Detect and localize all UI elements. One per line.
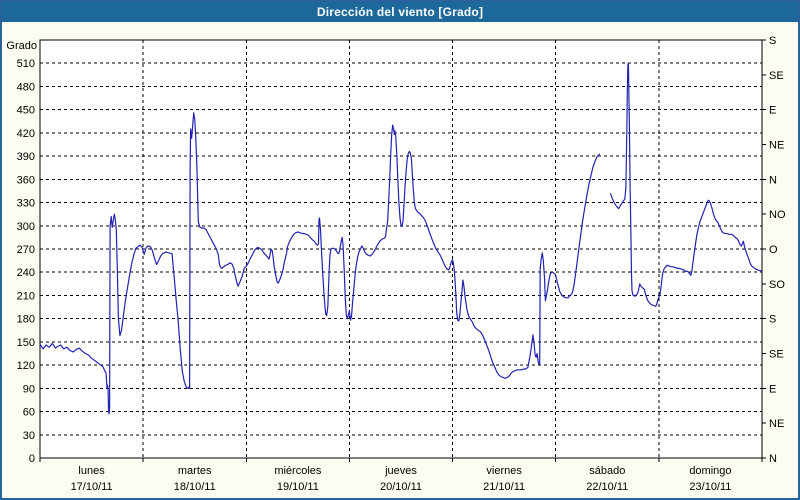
compass-tick-label: SO [769, 279, 785, 291]
compass-tick-label: NE [769, 140, 784, 152]
title-bar: Dirección del viento [Grado] [2, 2, 798, 22]
compass-tick-label: O [769, 244, 778, 256]
y-axis-tick-label: 510 [17, 58, 35, 70]
wind-direction-series [39, 112, 601, 415]
y-axis-tick-label: 300 [17, 221, 35, 233]
compass-tick-label: N [769, 174, 777, 186]
x-day-date: 18/10/11 [174, 481, 216, 493]
compass-tick-label: E [769, 383, 776, 395]
compass-tick-label: NO [769, 209, 786, 221]
y-axis-tick-label: 390 [17, 151, 35, 163]
y-axis-tick-label: 150 [17, 337, 35, 349]
x-day-date: 20/10/11 [380, 481, 422, 493]
y-axis-tick-label: 210 [17, 290, 35, 302]
x-day-date: 19/10/11 [277, 481, 319, 493]
y-axis-tick-label: 330 [17, 198, 35, 210]
wind-direction-series [609, 62, 762, 307]
y-axis-tick-label: 360 [17, 174, 35, 186]
y-axis-title: Grado [6, 40, 37, 52]
x-day-name: sábado [589, 465, 625, 477]
wind-direction-chart: Grado 0 30 60 90 120 150 180 210 240 270 300 330 360 3… [6, 35, 786, 493]
compass-tick-label: SE [769, 349, 784, 361]
x-day-name: viernes [486, 465, 522, 477]
compass-tick-label: E [769, 105, 776, 117]
compass-tick-label: N [769, 453, 777, 465]
x-day-name: lunes [78, 465, 105, 477]
y-axis-tick-label: 270 [17, 244, 35, 256]
y-axis-tick-label: 450 [17, 105, 35, 117]
x-day-name: jueves [384, 465, 417, 477]
x-day-name: domingo [689, 465, 731, 477]
x-day-date: 21/10/11 [483, 481, 525, 493]
chart-area: Grado 0 30 60 90 120 150 180 210 240 270 300 330 360 3… [2, 22, 798, 498]
y-axis-tick-label: 180 [17, 314, 35, 326]
y-axis-tick-label: 30 [23, 430, 35, 442]
y-axis-tick-label: 480 [17, 81, 35, 93]
y-axis-tick-label: 240 [17, 267, 35, 279]
y-axis-tick-label: 60 [23, 407, 35, 419]
page-title: Dirección del viento [Grado] [316, 5, 484, 19]
compass-tick-label: NE [769, 418, 784, 430]
y-axis-tick-label: 420 [17, 128, 35, 140]
compass-tick-label: S [769, 35, 776, 47]
x-day-date: 22/10/11 [586, 481, 628, 493]
y-axis-tick-label: 120 [17, 360, 35, 372]
compass-tick-label: S [769, 314, 776, 326]
x-day-date: 23/10/11 [689, 481, 731, 493]
x-day-date: 17/10/11 [71, 481, 113, 493]
y-axis-tick-label: 0 [29, 453, 35, 465]
x-day-name: miércoles [274, 465, 322, 477]
y-axis-tick-label: 90 [23, 383, 35, 395]
x-day-name: martes [178, 465, 212, 477]
compass-tick-label: SE [769, 70, 784, 82]
